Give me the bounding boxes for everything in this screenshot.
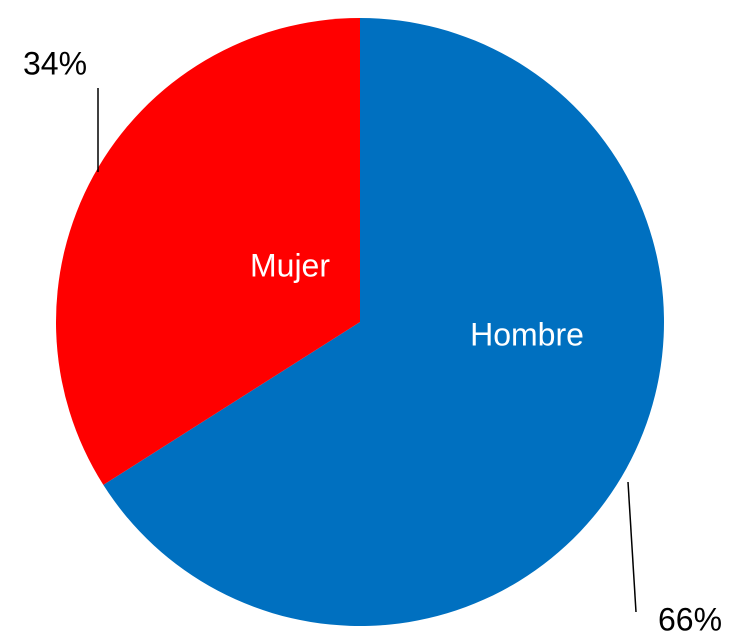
pie-slice <box>56 18 361 485</box>
data-label: 66% <box>658 601 722 637</box>
slice-label: Mujer <box>250 247 330 283</box>
slice-label: Hombre <box>470 316 584 352</box>
pie-slice <box>103 18 665 626</box>
data-label: 34% <box>23 45 87 81</box>
leader-line <box>627 481 637 613</box>
